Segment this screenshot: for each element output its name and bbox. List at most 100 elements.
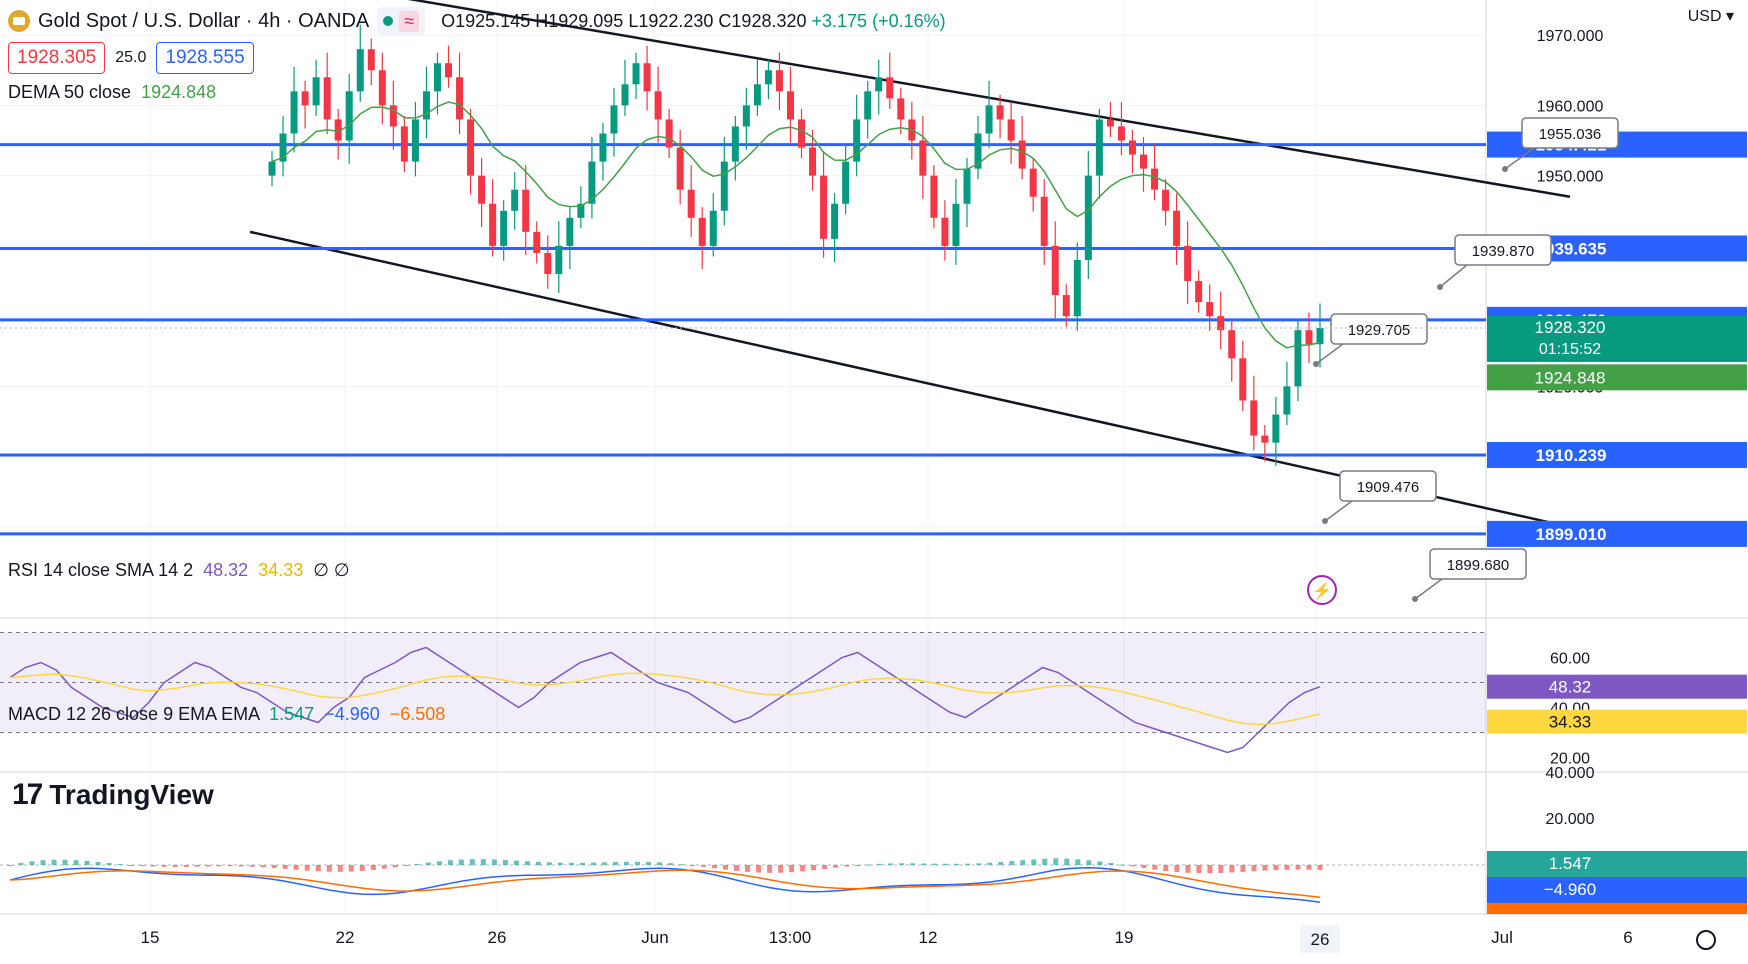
candle-body xyxy=(268,161,276,176)
symbol-title[interactable]: Gold Spot / U.S. Dollar · 4h · OANDA xyxy=(38,9,370,32)
candle-body xyxy=(742,105,750,127)
rsi-sma-axis-label-bg xyxy=(1487,709,1747,734)
macd-histogram-bar xyxy=(546,862,552,865)
macd-histogram-bar xyxy=(117,864,123,866)
spread-value: 25.0 xyxy=(115,49,147,66)
sell-button[interactable]: 1928.305 xyxy=(8,42,106,74)
candle-body xyxy=(599,133,607,162)
macd-histogram-bar xyxy=(1306,865,1312,870)
candle-body xyxy=(1007,119,1015,141)
macd-signal-axis-bg xyxy=(1487,903,1747,914)
macd-histogram-bar xyxy=(480,859,486,865)
macd-histogram-bar xyxy=(1053,858,1059,865)
candle-body xyxy=(831,203,839,239)
macd-line xyxy=(9,867,1321,903)
date-label-bg xyxy=(1300,925,1340,953)
candle-body xyxy=(1305,330,1313,345)
macd-histogram-bar xyxy=(701,865,707,867)
macd-histogram-bar xyxy=(1064,858,1070,865)
macd-histogram-bar xyxy=(1163,865,1169,872)
candle-body xyxy=(809,147,817,176)
candle-body xyxy=(974,133,982,169)
level-axis-label-bg xyxy=(1487,441,1747,468)
macd-histogram-bar xyxy=(502,859,508,865)
candle-body xyxy=(544,252,552,274)
chart-header: Gold Spot / U.S. Dollar · 4h · OANDA ≈ O… xyxy=(8,6,946,36)
candle-body xyxy=(676,147,684,190)
candle-body xyxy=(1051,245,1059,296)
callout-box xyxy=(1454,234,1552,266)
candle-body xyxy=(930,175,938,218)
time-tick-label: 12 xyxy=(919,928,938,947)
candle-body xyxy=(820,175,828,239)
tradingview-watermark[interactable]: 17 TradingView xyxy=(12,778,214,812)
rsi-axis-label-bg xyxy=(1487,674,1747,699)
macd-histogram-bar xyxy=(1207,865,1213,874)
macd-histogram-bar xyxy=(690,865,696,866)
macd-histogram-bar xyxy=(877,863,883,865)
macd-histogram-bar xyxy=(403,865,409,866)
candle-body xyxy=(842,161,850,204)
macd-legend[interactable]: MACD 12 26 close 9 EMA EMA 1.547 −4.960 … xyxy=(8,704,445,725)
macd-histogram-bar xyxy=(216,865,222,867)
callout-leader xyxy=(1504,147,1535,170)
rsi-tick-label: 20.00 xyxy=(1550,751,1590,768)
macd-tick-label: 40.000 xyxy=(1546,765,1595,782)
macd-histogram-bar xyxy=(1317,865,1323,870)
macd-histogram-bar xyxy=(535,861,541,865)
macd-histogram-bar xyxy=(987,862,993,865)
time-tick-label: Jul xyxy=(1491,928,1513,947)
ohlc-readout: O1925.145 H1929.095 L1922.230 C1928.320 … xyxy=(441,11,946,32)
time-tick-label: 22 xyxy=(336,928,355,947)
macd-histogram-bar xyxy=(62,859,68,865)
macd-histogram-bar xyxy=(1130,865,1136,867)
macd-histogram-bar xyxy=(855,865,861,866)
macd-histogram-bar xyxy=(95,861,101,865)
time-tick-label: 15 xyxy=(141,928,160,947)
macd-histogram-bar xyxy=(315,865,321,872)
macd-hist-axis-bg xyxy=(1487,851,1747,877)
dema-legend[interactable]: DEMA 50 close 1924.848 xyxy=(8,82,216,103)
settings-gear-icon xyxy=(1696,930,1716,950)
candle-body xyxy=(798,119,806,148)
currency-selector[interactable]: USD ▾ xyxy=(1687,8,1734,25)
candle-body xyxy=(897,98,905,120)
rsi-legend[interactable]: RSI 14 close SMA 14 2 48.32 34.33 ∅ ∅ xyxy=(8,560,350,581)
candle-body xyxy=(511,189,519,211)
macd-histogram-bar xyxy=(1031,859,1037,865)
candle-body xyxy=(312,77,320,106)
buy-button[interactable]: 1928.555 xyxy=(156,42,254,74)
rsi-value: 48.32 xyxy=(203,560,249,580)
candle-body xyxy=(411,119,419,162)
callout-text: 1899.680 xyxy=(1447,557,1510,574)
candle-body xyxy=(698,217,706,246)
tradingview-logo-icon: 17 xyxy=(12,778,43,811)
macd-histogram-bar xyxy=(1240,865,1246,872)
time-tick-label: 19 xyxy=(1115,928,1134,947)
callout-box xyxy=(1339,470,1437,502)
macd-hist-value: 1.547 xyxy=(269,704,315,724)
macd-axis-label: −4.960 xyxy=(1544,880,1596,899)
macd-histogram-bar xyxy=(778,865,784,873)
candle-body xyxy=(1283,386,1291,415)
macd-histogram-bar xyxy=(293,865,299,870)
macd-histogram-bar xyxy=(1152,865,1158,870)
candle-body xyxy=(577,203,585,218)
macd-histogram-bar xyxy=(1141,865,1147,869)
candle-body xyxy=(665,119,673,148)
macd-histogram-bar xyxy=(469,859,475,865)
currency-label: USD xyxy=(1687,8,1722,25)
macd-histogram-bar xyxy=(767,865,773,873)
macd-histogram-bar xyxy=(601,862,607,865)
candle-body xyxy=(1316,327,1324,345)
callout-anchor xyxy=(1502,166,1508,172)
candle-body xyxy=(1029,168,1037,197)
macd-histogram-bar xyxy=(1042,858,1048,865)
market-status-badge[interactable]: ≈ xyxy=(377,7,426,35)
macd-histogram-bar xyxy=(29,861,35,865)
macd-histogram-bar xyxy=(1262,865,1268,871)
price-tick-label: 1950.000 xyxy=(1537,169,1604,186)
level-axis-label-bg xyxy=(1487,520,1747,547)
candle-body xyxy=(588,161,596,204)
